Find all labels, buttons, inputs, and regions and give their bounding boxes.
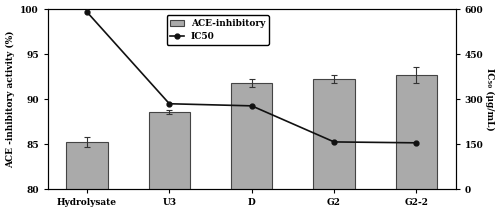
Bar <box>66 142 108 213</box>
Legend: ACE-inhibitory, IC50: ACE-inhibitory, IC50 <box>166 15 269 45</box>
Y-axis label: ACE -inhibitory activity (%): ACE -inhibitory activity (%) <box>6 30 15 168</box>
Bar <box>149 112 190 213</box>
Y-axis label: IC₅₀ (μg/mL): IC₅₀ (μg/mL) <box>486 68 494 131</box>
Bar <box>314 79 354 213</box>
Bar <box>396 75 437 213</box>
Bar <box>231 83 272 213</box>
